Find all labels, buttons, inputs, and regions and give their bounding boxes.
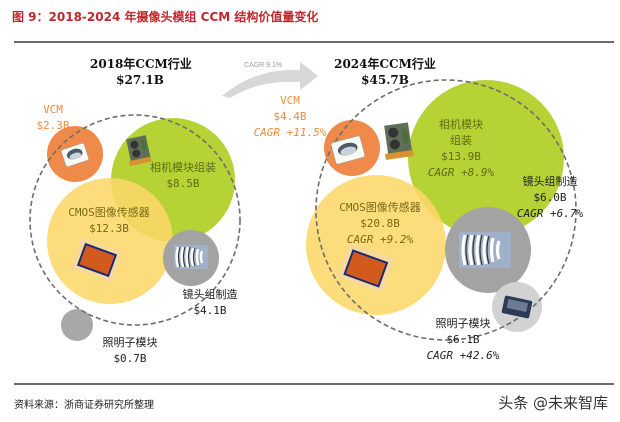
right-assembly-name-line1: 相机模块 (439, 118, 483, 131)
right-cmos-name: CMOS图像传感器 (339, 201, 421, 214)
left-cmos-label: CMOS图像传感器 $12.3B (50, 205, 168, 237)
left-header-total: $27.1B (116, 73, 164, 87)
left-header: 2018年CCM行业 $27.1B (90, 56, 192, 88)
top-divider (14, 41, 614, 43)
right-assembly-cagr: CAGR +8.9% (427, 166, 495, 179)
left-lens-label: 镜头组制造 $4.1B (170, 287, 250, 319)
right-assembly-name-line2: 组装 (450, 134, 472, 147)
right-lighting-label: 照明子模块 $6.1B CAGR +42.6% (418, 316, 508, 364)
arrow-cagr-label: CAGR 9.1% (244, 62, 283, 69)
cmos-sensor-icon (337, 242, 395, 294)
right-total-dashed-circle (315, 79, 577, 341)
left-lens-value: $4.1B (193, 304, 227, 317)
right-lighting-cagr: CAGR +42.6% (426, 349, 500, 362)
left-assembly-label: 相机模块组装 $8.5B (140, 160, 226, 192)
watermark: 头条 @未来智库 (498, 394, 608, 412)
right-cmos-value: $20.8B (360, 217, 400, 230)
left-lighting-value: $0.7B (113, 352, 147, 365)
right-lens-name: 镜头组制造 (522, 175, 578, 188)
source-note: 资料来源：浙商证券研究所整理 (14, 400, 154, 411)
left-lens-name: 镜头组制造 (182, 288, 238, 301)
right-header-total: $45.7B (361, 73, 409, 87)
figure-title: 图 9：2018-2024 年摄像头模组 CCM 结构价值量变化 (12, 10, 319, 24)
lens-group-icon (459, 232, 511, 268)
right-vcm-value: $4.4B (273, 110, 307, 123)
right-assembly-bubble (408, 80, 564, 236)
growth-arrow-icon (222, 62, 318, 98)
right-vcm-cagr: CAGR +11.5% (253, 126, 327, 139)
left-total-dashed-circle (29, 114, 241, 326)
left-assembly-name: 相机模块组装 (150, 161, 216, 174)
right-lens-cagr: CAGR +6.7% (516, 207, 584, 220)
left-cmos-name: CMOS图像传感器 (68, 206, 150, 219)
right-lighting-name: 照明子模块 (435, 317, 491, 330)
right-assembly-value: $13.9B (441, 150, 481, 163)
left-lighting-name: 照明子模块 (102, 336, 158, 349)
left-cmos-bubble (47, 178, 173, 304)
left-vcm-label: VCM $2.3B (26, 102, 80, 134)
right-cmos-cagr: CAGR +9.2% (346, 233, 414, 246)
left-vcm-name: VCM (43, 103, 63, 116)
lens-group-icon (174, 245, 208, 269)
right-header: 2024年CCM行业 $45.7B (330, 56, 440, 88)
right-header-title: 2024年CCM行业 (334, 57, 436, 71)
right-assembly-label: 相机模块 组装 $13.9B CAGR +8.9% (418, 117, 504, 181)
left-lighting-bubble (61, 309, 93, 341)
right-lens-value: $6.0B (533, 191, 567, 204)
right-cmos-bubble (306, 175, 446, 315)
cmos-sensor-icon (70, 237, 124, 283)
left-header-title: 2018年CCM行业 (90, 57, 192, 71)
left-vcm-value: $2.3B (36, 119, 70, 132)
camera-module-icon (126, 135, 152, 167)
right-lens-label: 镜头组制造 $6.0B CAGR +6.7% (505, 174, 595, 222)
camera-module-icon (384, 122, 414, 160)
vcm-icon (61, 142, 89, 168)
left-lighting-label: 照明子模块 $0.7B (90, 335, 170, 367)
right-cmos-label: CMOS图像传感器 $20.8B CAGR +9.2% (320, 200, 440, 248)
right-lighting-value: $6.1B (446, 333, 480, 346)
lighting-module-icon (501, 295, 533, 319)
right-vcm-name: VCM (280, 94, 300, 107)
left-cmos-value: $12.3B (89, 222, 129, 235)
bottom-divider (14, 383, 614, 385)
right-vcm-label: VCM $4.4B CAGR +11.5% (250, 93, 330, 141)
left-assembly-value: $8.5B (166, 177, 200, 190)
vcm-icon (330, 135, 366, 165)
